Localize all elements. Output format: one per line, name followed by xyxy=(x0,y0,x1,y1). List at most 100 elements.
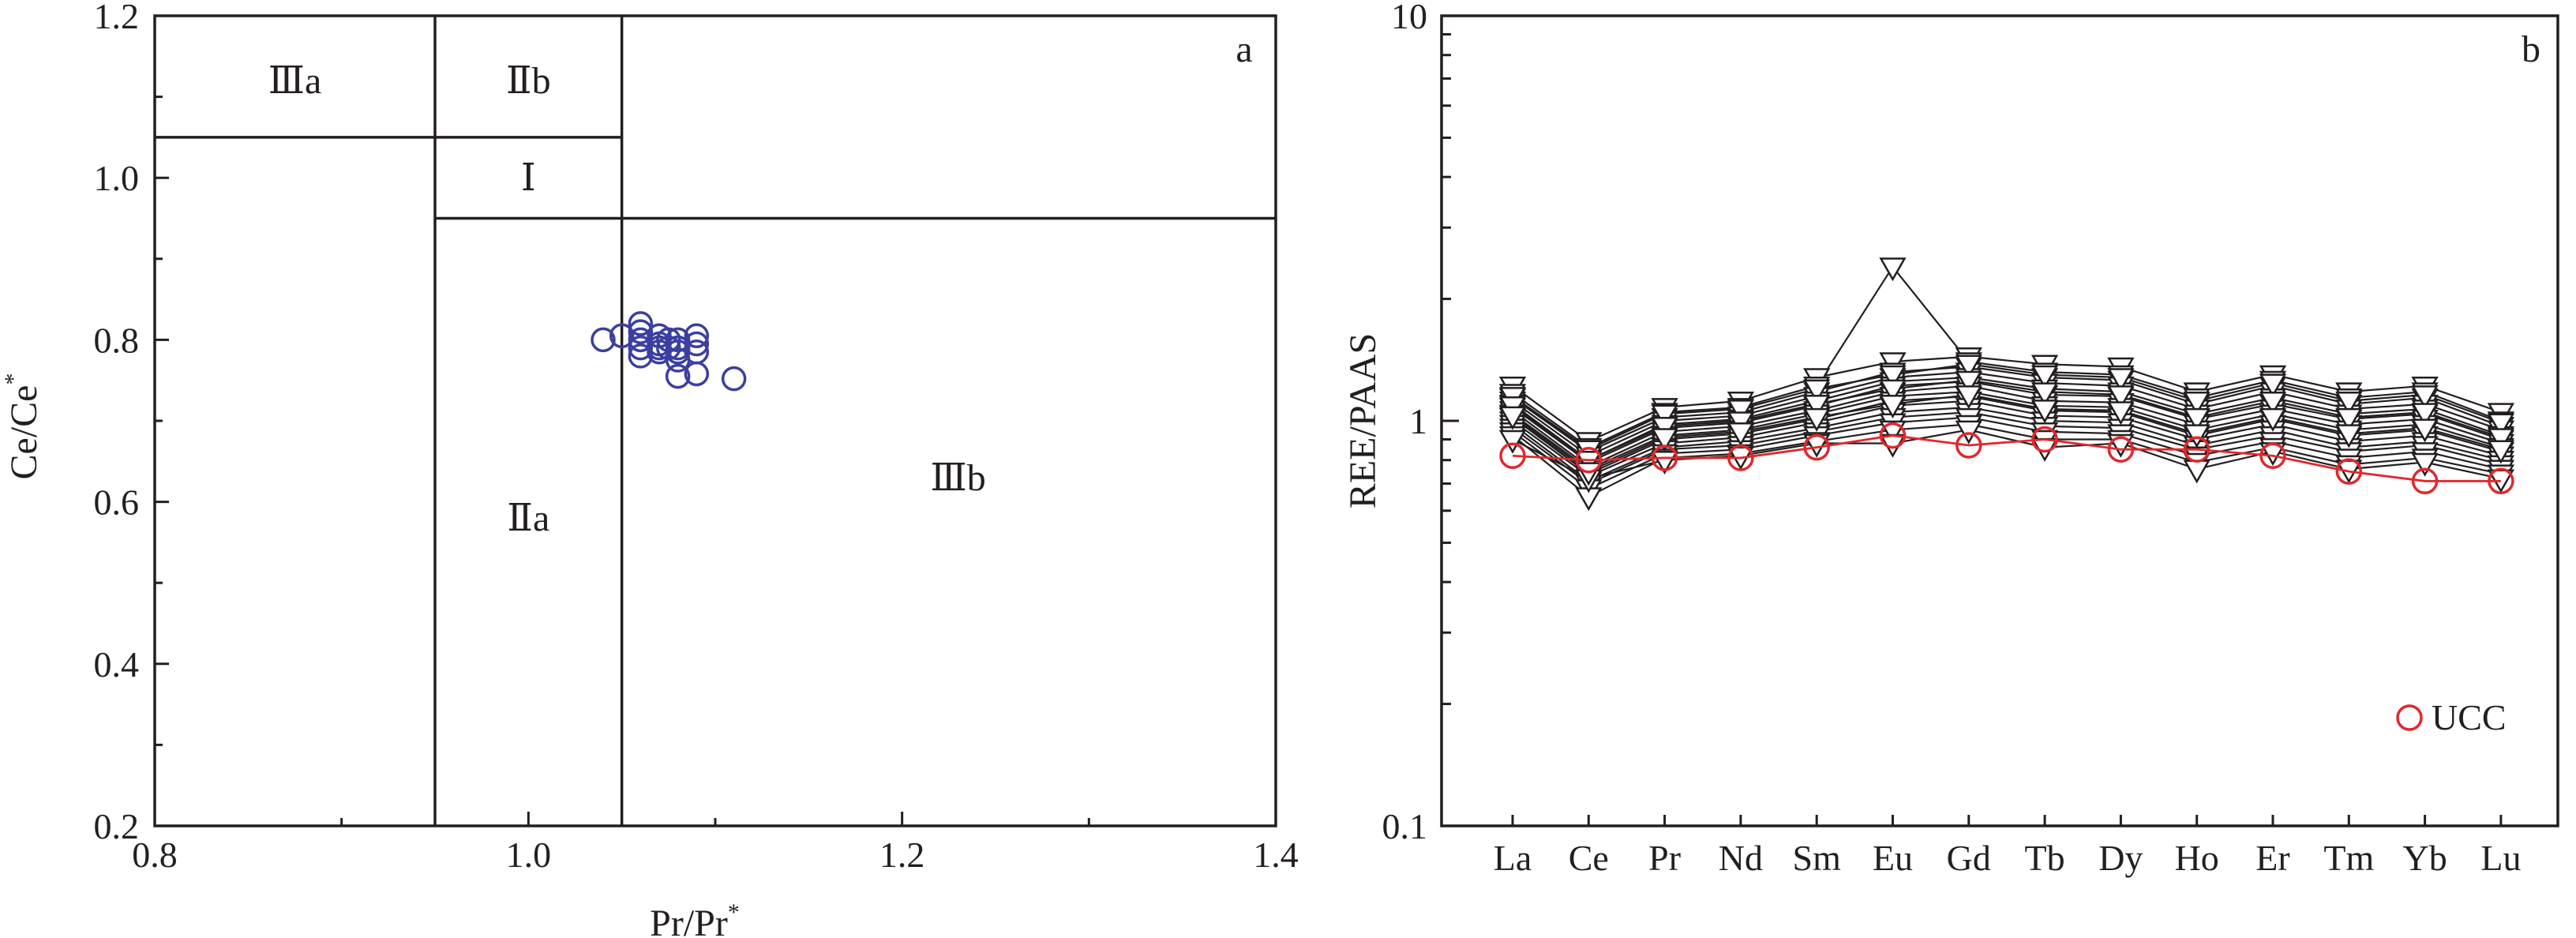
sample-point xyxy=(628,311,654,336)
sample-triangle-marker xyxy=(1803,379,1831,403)
ucc-circle-marker xyxy=(1955,432,1982,459)
y-tick-label: 10 xyxy=(1391,0,1427,36)
ucc-circle-marker xyxy=(2411,467,2439,495)
element-tick-label: Nd xyxy=(1719,838,1763,878)
x-tick-label: 1.4 xyxy=(1253,835,1299,875)
ucc-circle-marker xyxy=(1575,446,1603,474)
sample-triangle-marker xyxy=(1879,395,1907,419)
sample-triangle-marker xyxy=(1803,407,1831,432)
sample-pattern-line xyxy=(1512,406,2502,482)
y-tick-label: 0.4 xyxy=(94,644,140,685)
sample-triangle-marker xyxy=(2183,392,2210,416)
sample-triangle-marker xyxy=(2107,401,2135,426)
element-tick-label: Dy xyxy=(2098,838,2143,878)
sample-triangle-marker xyxy=(2335,424,2363,448)
sample-point xyxy=(665,363,691,389)
sample-triangle-marker xyxy=(2030,400,2059,424)
ucc-circle-marker xyxy=(1499,442,1526,469)
sample-point xyxy=(684,323,710,349)
sample-triangle-marker xyxy=(1575,462,1603,486)
sample-triangle-marker xyxy=(1879,365,1907,389)
element-tick-label: Lu xyxy=(2480,838,2521,878)
element-tick-label: Gd xyxy=(1947,838,1991,878)
sample-triangle-marker xyxy=(2030,365,2059,389)
sample-pattern-line xyxy=(1512,363,2502,451)
element-tick-label: Yb xyxy=(2402,838,2447,878)
ucc-circle-marker xyxy=(2183,436,2210,463)
sample-pattern-line xyxy=(1512,379,2502,461)
sample-point xyxy=(628,319,654,344)
sample-triangle-marker xyxy=(1879,379,1907,403)
panel-a-ce-anomaly-plot: Ⅲa Ⅱb Ⅰ Ⅱa Ⅲb 0.8 1.0 1.2 1.4 0.2 0.4 0.6 0.8 1.0 1.2… xyxy=(0,0,1299,938)
ucc-circle-marker xyxy=(1727,445,1754,471)
sample-triangle-marker xyxy=(1727,400,1755,424)
field-label-3: Ⅰ xyxy=(521,157,536,199)
panel-b-ree-pattern-plot: La Ce Pr Nd Sm Eu Gd Tb Dy Ho Er Tm Yb Lu 0.1 1 10 b REE… xyxy=(1342,0,2559,878)
sample-triangle-marker xyxy=(2411,385,2439,410)
panel-b-y-axis-label: REE/PAAS xyxy=(1342,333,1384,508)
sample-triangle-marker xyxy=(1955,370,1982,395)
y-tick-label: 0.1 xyxy=(1382,806,1428,846)
sample-triangle-marker xyxy=(1727,422,1755,447)
sample-triangle-marker xyxy=(1498,406,1527,430)
sample-pattern-line xyxy=(1512,393,2502,473)
sample-triangle-marker xyxy=(1498,430,1527,454)
field-label-2: Ⅱb xyxy=(506,60,551,102)
sample-triangle-marker xyxy=(2411,403,2439,427)
sample-point xyxy=(628,335,654,361)
legend-ucc-label: UCC xyxy=(2432,697,2507,737)
y-tick-label: 1.0 xyxy=(94,158,140,198)
sample-triangle-marker xyxy=(2107,385,2135,410)
sample-triangle-marker xyxy=(1955,420,1982,445)
legend-ucc-marker xyxy=(2396,704,2423,731)
element-tick-label: Tm xyxy=(2323,838,2374,878)
element-tick-label: Ce xyxy=(1569,838,1609,878)
sample-triangle-marker xyxy=(1575,450,1603,475)
y-tick-label: 0.8 xyxy=(94,320,140,360)
sample-triangle-marker xyxy=(2411,418,2439,443)
sample-point xyxy=(684,331,710,357)
y-tick-label: 0.2 xyxy=(94,806,140,846)
sample-pattern-line xyxy=(1512,416,2502,490)
element-tick-label: La xyxy=(1494,838,1532,878)
ucc-circle-marker xyxy=(2335,458,2363,485)
y-tick-label: 0.6 xyxy=(94,482,140,523)
panel-a-y-axis-label: Ce/Ce* xyxy=(0,373,45,480)
sample-point xyxy=(609,323,635,349)
sample-triangle-marker xyxy=(2259,407,2287,432)
sample-point xyxy=(591,327,616,353)
panel-a-x-axis-label: Pr/Pr* xyxy=(650,899,740,938)
sample-triangle-marker xyxy=(2030,382,2059,407)
x-tick-label: 1.0 xyxy=(506,835,552,875)
sample-point xyxy=(665,327,691,353)
y-tick-label: 1 xyxy=(1409,401,1427,441)
y-tick-label: 1.2 xyxy=(94,0,140,36)
field-label-4: Ⅱa xyxy=(507,497,549,539)
sample-triangle-marker xyxy=(2487,428,2515,452)
ucc-circle-marker xyxy=(1651,445,1678,471)
sample-triangle-marker xyxy=(1879,257,1907,282)
element-tick-label: Er xyxy=(2255,838,2289,878)
panel-b-legend: UCC xyxy=(2396,697,2507,737)
sample-triangle-marker xyxy=(1955,385,1982,410)
sample-triangle-marker xyxy=(1955,355,1982,379)
sample-triangle-marker xyxy=(2259,373,2287,398)
sample-triangle-marker xyxy=(2183,407,2210,432)
field-label-1: Ⅲa xyxy=(268,60,322,102)
sample-triangle-marker xyxy=(1651,404,1678,429)
ucc-circle-marker xyxy=(2488,467,2514,495)
x-tick-label: 0.8 xyxy=(132,835,178,875)
sample-triangle-marker xyxy=(1803,395,1831,419)
ucc-circle-marker xyxy=(1879,422,1907,449)
sample-point xyxy=(721,366,747,392)
sample-triangle-marker xyxy=(2487,440,2515,464)
ucc-circle-marker xyxy=(2107,436,2135,463)
ucc-circle-marker xyxy=(1803,433,1830,461)
sample-triangle-marker xyxy=(2259,392,2287,416)
panel-a-label: a xyxy=(1236,28,1252,70)
field-label-5: Ⅲb xyxy=(931,457,986,499)
sample-triangle-marker xyxy=(2107,368,2135,392)
sample-triangle-marker xyxy=(2335,407,2363,432)
element-tick-label: Ho xyxy=(2175,838,2219,878)
